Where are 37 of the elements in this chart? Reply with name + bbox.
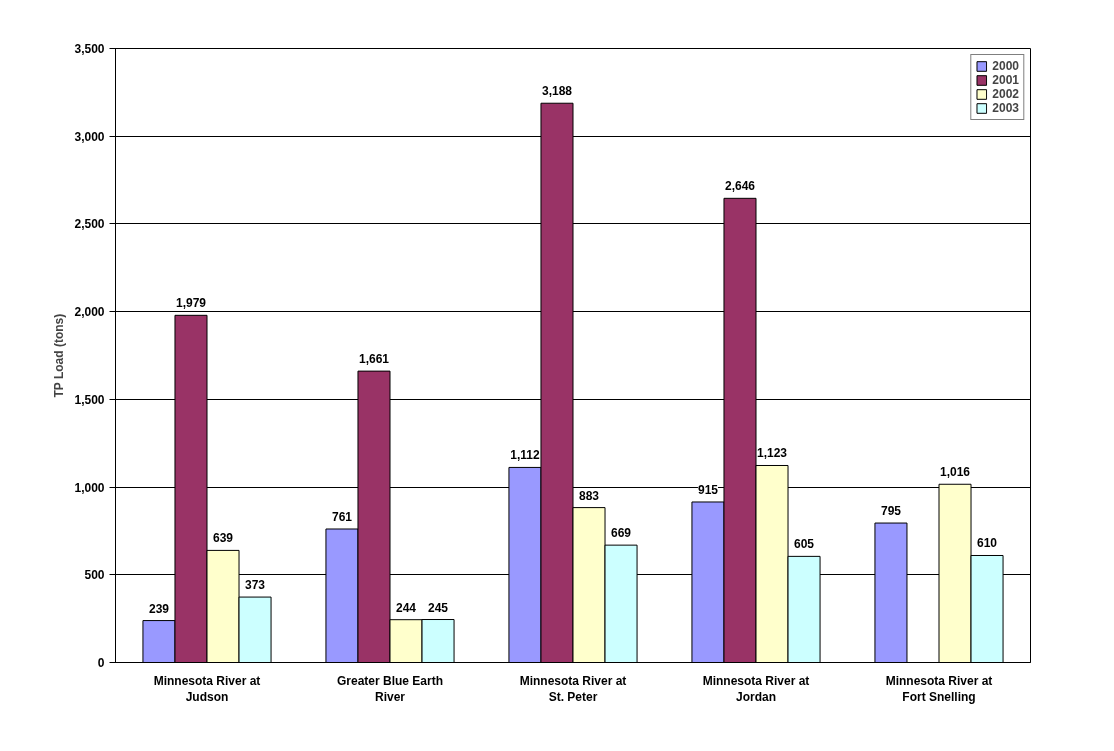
y-tick-label: 1,000 [74, 480, 105, 495]
data-label: 1,123 [757, 446, 788, 461]
data-label: 669 [611, 526, 632, 541]
data-label: 373 [245, 578, 266, 593]
data-label: 1,979 [175, 296, 207, 311]
data-label: 883 [579, 488, 600, 503]
data-label: 795 [880, 504, 902, 519]
data-label: 1,661 [358, 352, 390, 367]
data-label: 245 [428, 600, 449, 615]
legend-label: 2002 [992, 87, 1019, 101]
legend-label: 2001 [992, 73, 1019, 87]
data-label: 1,112 [510, 448, 540, 463]
y-tick-label: 0 [97, 656, 105, 670]
x-tick-label: Minnesota River at Judson [153, 673, 261, 705]
y-tick-label: 2,000 [74, 305, 105, 320]
legend-label: 2003 [992, 101, 1019, 115]
x-tick-label: Minnesota River at Fort Snelling [885, 673, 993, 705]
y-tick-label: 3,500 [74, 42, 105, 56]
data-label: 2,646 [724, 179, 756, 194]
data-label: 239 [148, 601, 170, 616]
x-tick-label: Greater Blue Earth River [336, 673, 444, 705]
y-tick-label: 500 [84, 568, 105, 583]
y-tick-label: 1,500 [74, 392, 105, 407]
x-tick-label: Minnesota River at Jordan [702, 673, 810, 705]
data-label: 610 [977, 536, 998, 551]
y-axis-title: TP Load (tons) [52, 313, 67, 398]
y-tick-label: 2,500 [74, 217, 105, 232]
legend-label: 2000 [992, 59, 1019, 73]
x-tick-label: Minnesota River at St. Peter [519, 673, 627, 705]
y-tick-label: 3,000 [74, 129, 105, 144]
data-label: 761 [331, 510, 353, 524]
data-label: 244 [396, 600, 417, 615]
data-label: 1,016 [940, 465, 971, 480]
data-label: 915 [697, 482, 719, 497]
data-label: 605 [794, 537, 815, 552]
data-label: 639 [213, 531, 234, 546]
data-label: 3,188 [541, 84, 573, 99]
